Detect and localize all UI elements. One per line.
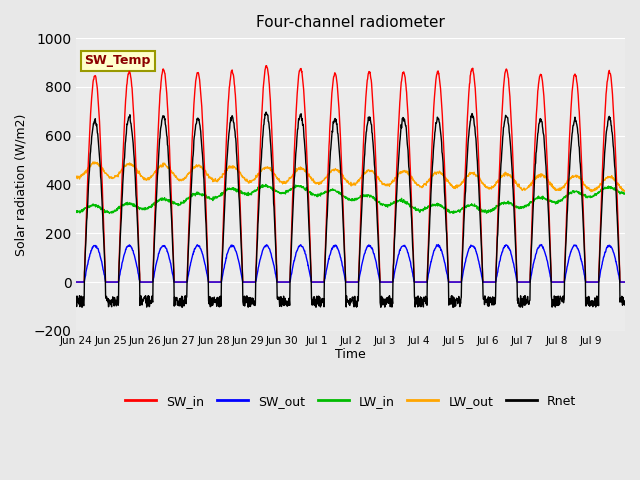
- Title: Four-channel radiometer: Four-channel radiometer: [256, 15, 445, 30]
- Legend: SW_in, SW_out, LW_in, LW_out, Rnet: SW_in, SW_out, LW_in, LW_out, Rnet: [120, 390, 581, 413]
- Y-axis label: Solar radiation (W/m2): Solar radiation (W/m2): [15, 113, 28, 256]
- Text: SW_Temp: SW_Temp: [84, 54, 151, 68]
- X-axis label: Time: Time: [335, 348, 366, 361]
